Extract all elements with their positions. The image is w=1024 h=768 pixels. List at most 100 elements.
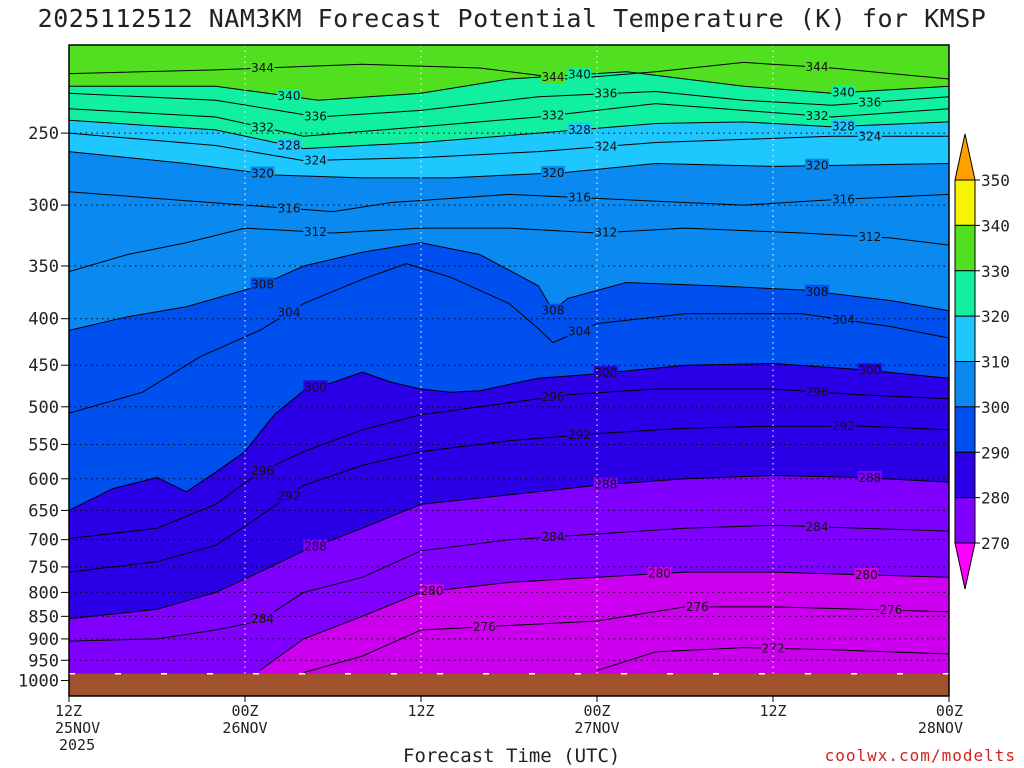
y-tick-label: 300 — [28, 196, 59, 216]
contour-label-bg — [593, 366, 618, 380]
contour-label-324: 324 — [304, 153, 327, 167]
isentrope-276 — [303, 606, 949, 673]
contour-label-bg — [277, 305, 301, 319]
x-tick-date: 27NOV — [574, 719, 619, 737]
contour-label-bg — [805, 384, 829, 398]
ground-fill — [69, 673, 949, 696]
contour-label-bg — [593, 225, 618, 239]
y-tick-label: 650 — [28, 501, 59, 521]
contour-label-344: 344 — [251, 61, 274, 75]
contour-label-bg — [831, 419, 856, 433]
y-tick-label: 1000 — [18, 672, 59, 692]
colorbar-segment — [954, 224, 976, 272]
contour-label-bg — [303, 109, 328, 123]
contour-label-288: 288 — [594, 478, 617, 492]
contour-label-bg — [567, 122, 592, 136]
contour-label-324: 324 — [594, 139, 617, 153]
contour-label-312: 312 — [304, 225, 327, 239]
y-tick-label: 450 — [28, 356, 59, 376]
x-tick-date: 26NOV — [222, 719, 267, 737]
colorbar-segment — [954, 497, 976, 544]
isentrope-308 — [69, 242, 949, 331]
y-tick-label: 250 — [28, 124, 59, 144]
contour-label-292: 292 — [568, 428, 591, 442]
contour-label-340: 340 — [568, 68, 591, 82]
contour-label-344: 344 — [542, 70, 565, 84]
contour-label-324: 324 — [858, 129, 881, 143]
isentrope-336 — [69, 90, 949, 118]
isentrope-272 — [596, 647, 949, 671]
contour-label-bg — [541, 303, 565, 317]
x-tick-year: 2025 — [59, 736, 95, 754]
y-tick-label: 600 — [28, 470, 59, 490]
colorbar-label: 280 — [981, 489, 1010, 508]
contour-label-bg — [541, 389, 565, 403]
contour-label-bg — [831, 85, 856, 99]
contour-label-276: 276 — [879, 603, 902, 617]
y-tick-label: 850 — [28, 607, 59, 627]
contour-label-bg — [541, 165, 565, 179]
isentrope-320 — [69, 151, 949, 179]
contour-label-bg — [647, 566, 672, 580]
contour-label-bg — [277, 488, 301, 502]
contour-label-336: 336 — [304, 110, 327, 124]
contour-label-284: 284 — [806, 520, 829, 534]
colorbar-label: 310 — [981, 353, 1010, 372]
contour-label-bg — [303, 225, 328, 239]
contour-label-bg — [250, 463, 275, 477]
colorbar-label: 270 — [981, 534, 1010, 553]
contour-label-316: 316 — [278, 201, 301, 215]
chart-title: 2025112512 NAM3KM Forecast Potential Tem… — [37, 4, 987, 33]
contour-label-bg — [541, 108, 565, 122]
contour-label-328: 328 — [278, 139, 301, 153]
contour-label-bg — [250, 61, 275, 75]
y-tick-label: 800 — [28, 583, 59, 603]
colorbar-label: 330 — [981, 262, 1010, 281]
contour-label-bg — [567, 428, 592, 442]
contour-label-276: 276 — [686, 600, 709, 614]
isentrope-304 — [69, 263, 949, 414]
contour-label-284: 284 — [251, 612, 274, 626]
contour-label-288: 288 — [304, 539, 327, 553]
colorbar-segment — [954, 315, 976, 362]
contour-label-304: 304 — [568, 324, 591, 338]
contour-label-bg — [805, 158, 829, 172]
x-axis-title: Forecast Time (UTC) — [403, 745, 621, 767]
y-tick-label: 700 — [28, 531, 59, 551]
contour-label-320: 320 — [542, 166, 565, 180]
y-tick-label: 950 — [28, 651, 59, 671]
contour-label-336: 336 — [858, 96, 881, 110]
x-tick-date: 28NOV — [918, 719, 963, 737]
contour-label-296: 296 — [806, 385, 829, 399]
contour-label-308: 308 — [806, 285, 829, 299]
x-tick-label: 00Z — [231, 702, 258, 720]
contour-label-280: 280 — [421, 584, 444, 598]
x-tick-label: 00Z — [583, 702, 610, 720]
colorbar-segment — [954, 361, 976, 408]
contour-label-296: 296 — [251, 464, 274, 478]
contour-label-272: 272 — [762, 641, 785, 655]
isentrope-300 — [69, 362, 949, 511]
contour-label-312: 312 — [858, 230, 881, 244]
x-tick-label: 12Z — [407, 702, 434, 720]
contour-label-280: 280 — [855, 568, 878, 582]
contour-label-bg — [303, 380, 328, 394]
contour-label-296: 296 — [542, 390, 565, 404]
contour-label-bg — [277, 138, 301, 152]
contour-label-308: 308 — [542, 304, 565, 318]
contour-label-bg — [831, 192, 856, 206]
colorbar-label: 290 — [981, 443, 1010, 462]
y-tick-label: 750 — [28, 558, 59, 578]
colorbar-segment — [954, 451, 976, 499]
contour-label-308: 308 — [251, 277, 274, 291]
credit-text: coolwx.com/modelts — [824, 746, 1016, 765]
colorbar-label: 300 — [981, 398, 1010, 417]
contour-label-320: 320 — [251, 167, 274, 181]
contour-label-300: 300 — [858, 363, 881, 377]
contour-label-bg — [831, 312, 856, 326]
isentrope-292 — [69, 425, 949, 573]
contour-label-284: 284 — [542, 530, 565, 544]
contour-label-bg — [685, 599, 710, 613]
contour-label-bg — [857, 229, 882, 243]
